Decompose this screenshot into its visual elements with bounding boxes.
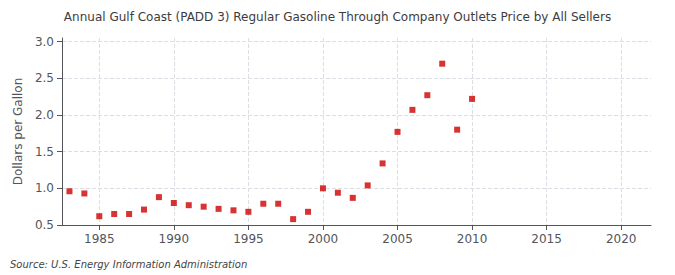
svg-text:2.0: 2.0 [35, 108, 54, 122]
svg-text:2005: 2005 [382, 232, 413, 246]
svg-text:1985: 1985 [84, 232, 115, 246]
svg-text:2.5: 2.5 [35, 71, 54, 85]
svg-text:2000: 2000 [308, 232, 339, 246]
svg-text:2015: 2015 [531, 232, 562, 246]
svg-text:Source: U.S. Energy Informatio: Source: U.S. Energy Information Administ… [10, 259, 247, 270]
svg-text:3.0: 3.0 [35, 35, 54, 49]
svg-text:Dollars per Gallon: Dollars per Gallon [11, 78, 25, 186]
svg-text:Annual Gulf Coast (PADD 3) Reg: Annual Gulf Coast (PADD 3) Regular Gasol… [64, 10, 611, 24]
svg-text:1.0: 1.0 [35, 181, 54, 195]
svg-text:1.5: 1.5 [35, 145, 54, 159]
svg-text:0.5: 0.5 [35, 218, 54, 232]
svg-text:2010: 2010 [457, 232, 488, 246]
svg-text:1995: 1995 [233, 232, 264, 246]
svg-text:2020: 2020 [606, 232, 637, 246]
svg-text:1990: 1990 [159, 232, 190, 246]
